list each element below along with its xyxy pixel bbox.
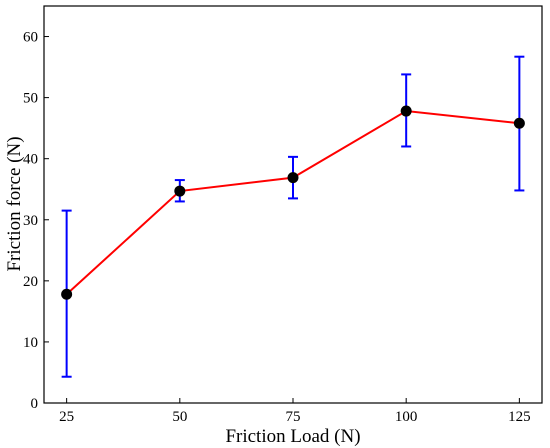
data-point (61, 288, 73, 300)
x-tick-label: 75 (286, 409, 301, 425)
y-tick-label: 0 (31, 396, 39, 412)
ticks-layer: 25 50 75 100 125 0 10 20 30 40 50 60 (23, 30, 531, 425)
data-point (174, 185, 186, 197)
data-point (400, 105, 412, 117)
x-tick-label: 100 (395, 409, 418, 425)
data-point (513, 117, 525, 129)
x-tick-label: 125 (508, 409, 531, 425)
y-tick-label: 20 (23, 274, 38, 290)
y-tick-label: 60 (23, 30, 38, 46)
y-tick-label: 10 (23, 335, 38, 351)
y-tick-label: 50 (23, 91, 38, 107)
series-layer (61, 55, 525, 378)
data-point (287, 172, 299, 184)
x-axis-title: Friction Load (N) (225, 426, 360, 447)
y-tick-label: 30 (23, 213, 38, 229)
series-line (65, 110, 520, 296)
y-tick-label: 40 (23, 152, 38, 168)
plot-frame (43, 5, 543, 404)
x-tick-label: 50 (172, 409, 187, 425)
y-axis-title: Friction force (N) (4, 136, 25, 271)
x-tick-label: 25 (59, 409, 74, 425)
